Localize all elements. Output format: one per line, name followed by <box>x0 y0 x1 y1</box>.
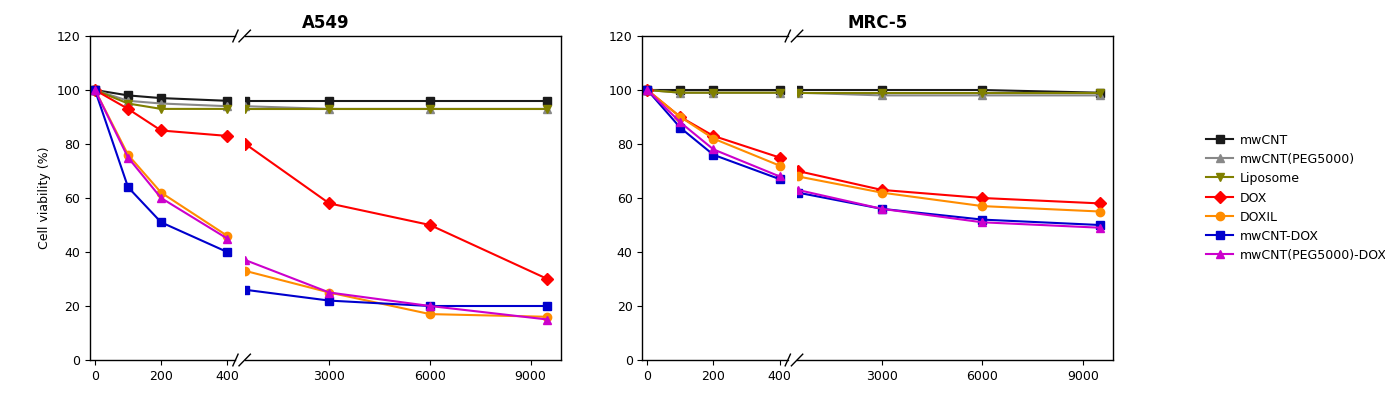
Text: MRC-5: MRC-5 <box>848 14 909 32</box>
Legend: mwCNT, mwCNT(PEG5000), Liposome, DOX, DOXIL, mwCNT-DOX, mwCNT(PEG5000)-DOX: mwCNT, mwCNT(PEG5000), Liposome, DOX, DO… <box>1201 129 1385 267</box>
Text: A549: A549 <box>302 14 349 32</box>
Y-axis label: Cell viability (%): Cell viability (%) <box>37 147 51 249</box>
